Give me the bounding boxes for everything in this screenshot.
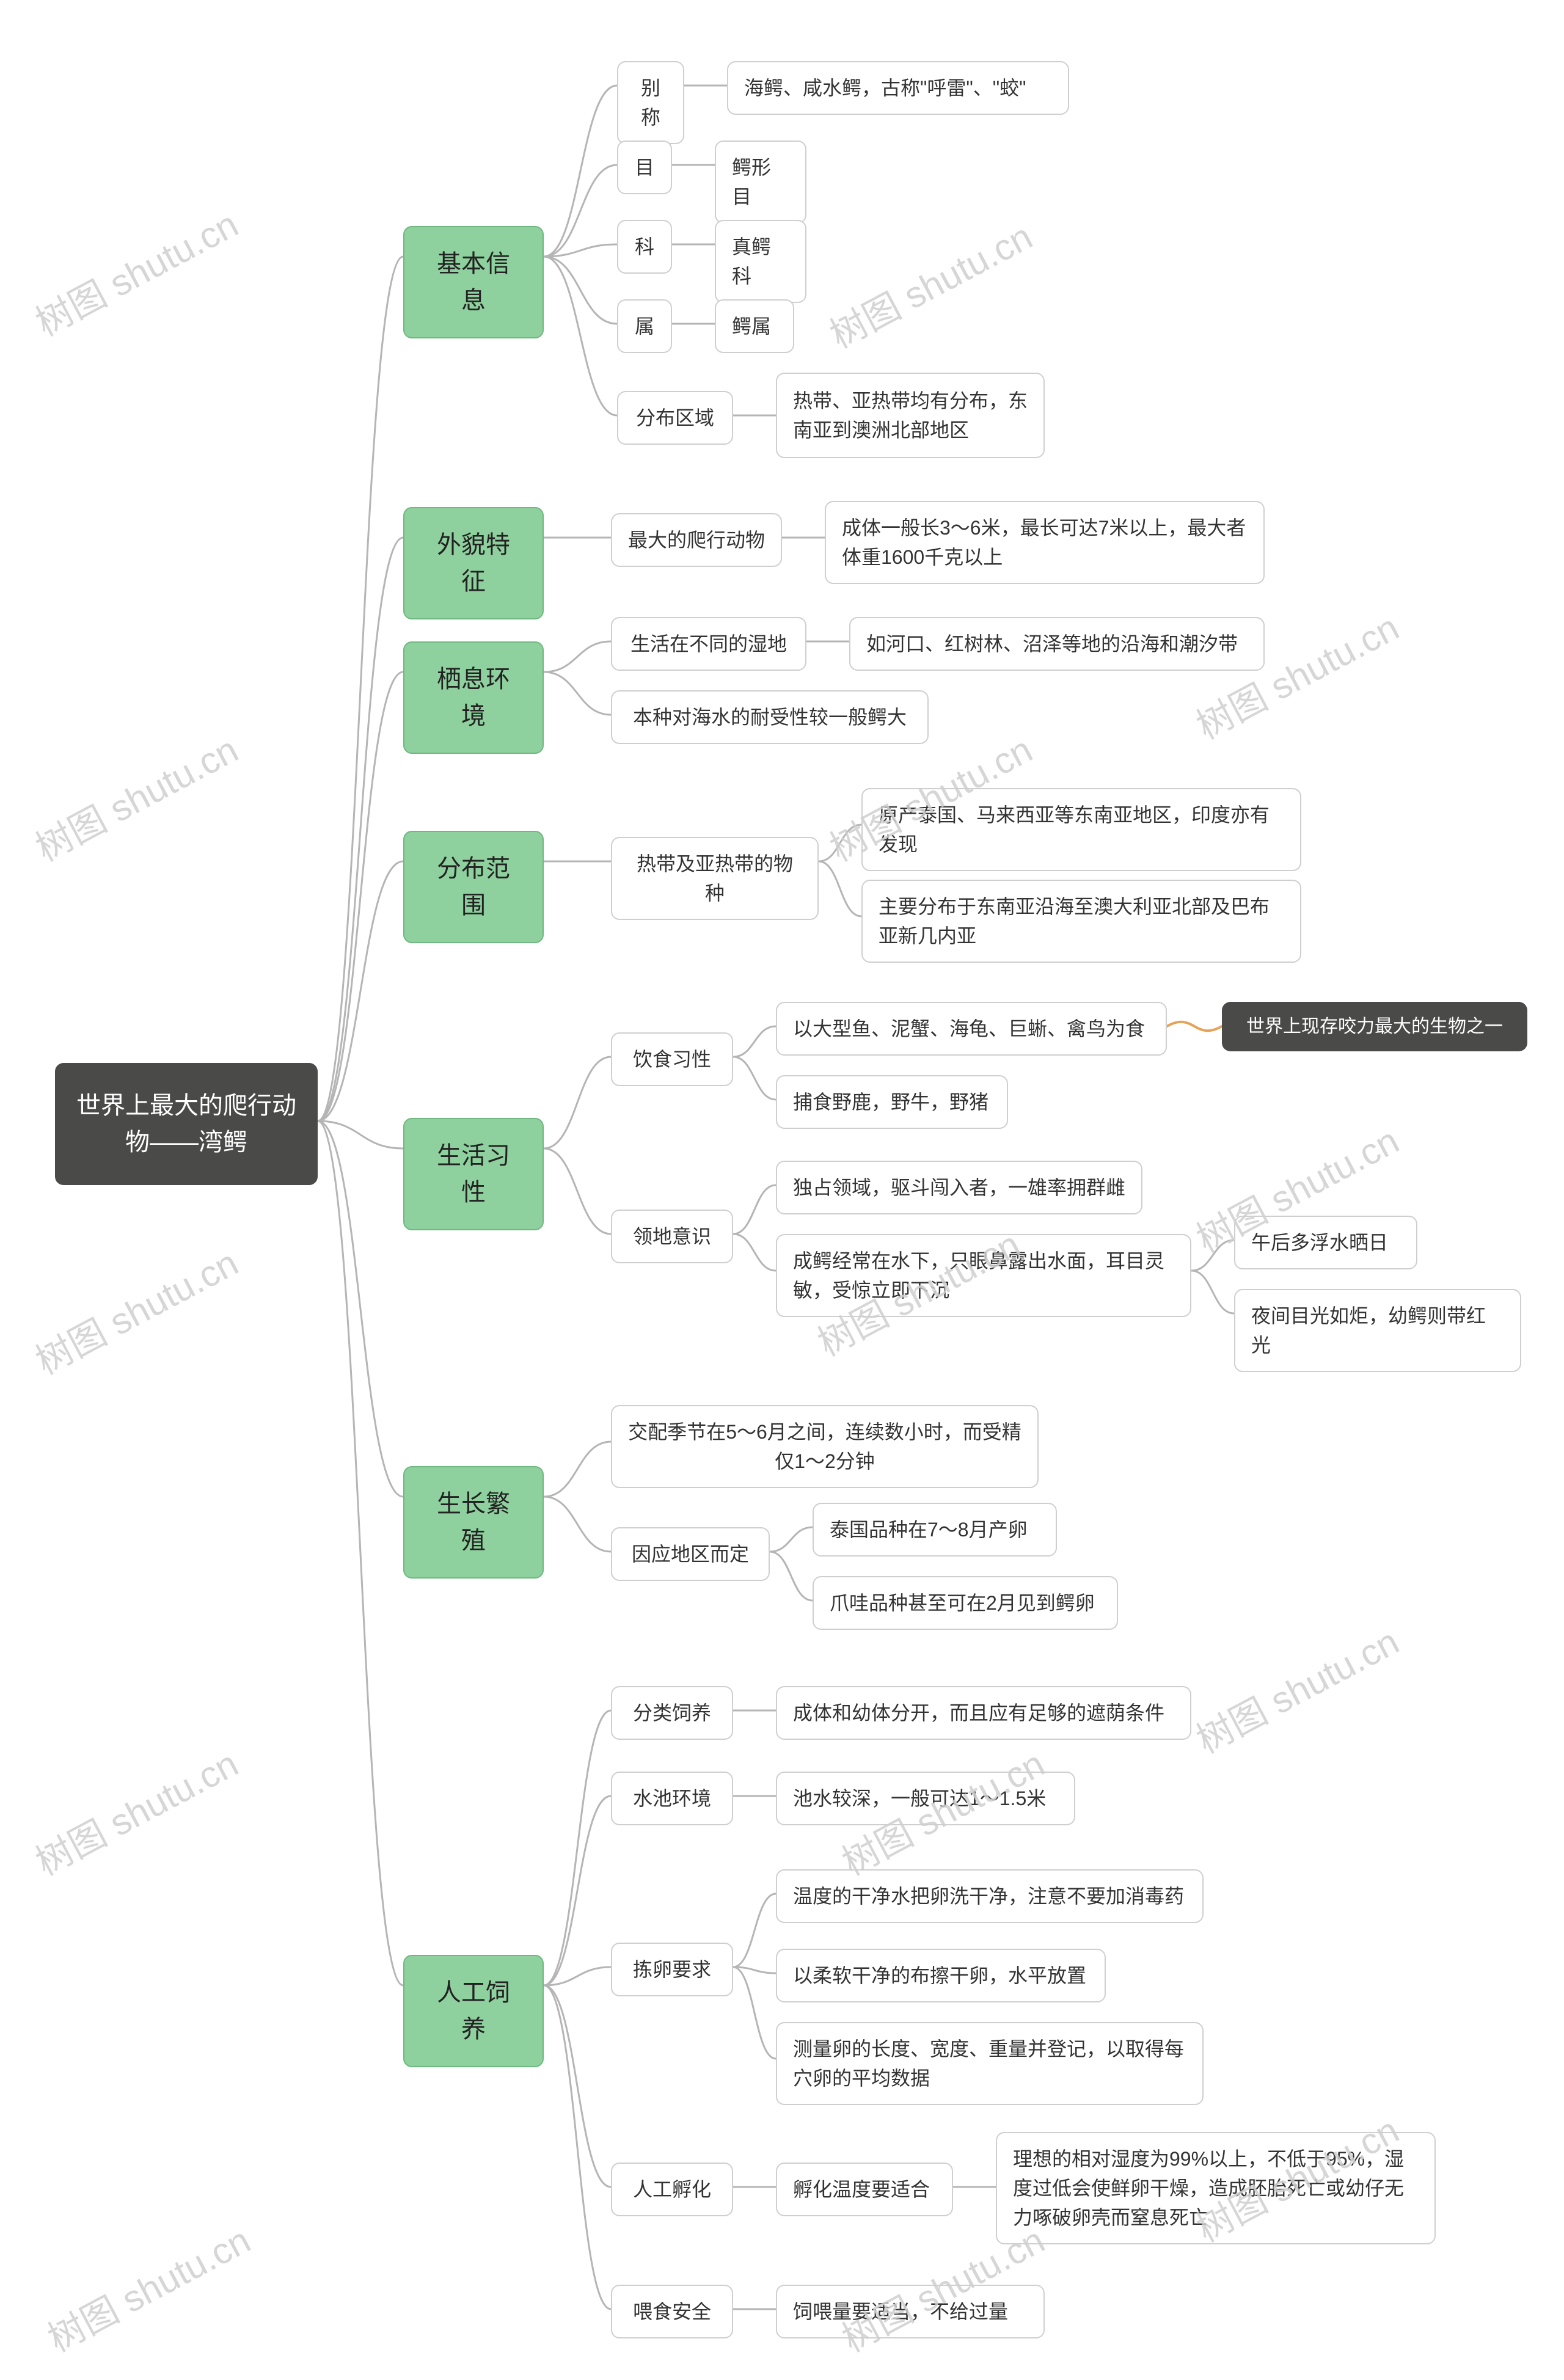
watermark: 树图 shutu.cn [37,2211,258,2362]
category-range: 分布范围 [403,831,544,943]
node-farm-class: 分类饲养 [611,1686,733,1740]
node-habits-terr-2-2: 夜间目光如炬，幼鳄则带红光 [1234,1289,1521,1372]
node-farm-egg-3: 测量卵的长度、宽度、重量并登记，以取得每穴卵的平均数据 [776,2022,1204,2105]
watermark: 树图 shutu.cn [819,208,1040,359]
node-habitat-1-1: 如河口、红树林、沼泽等地的沿海和潮汐带 [849,617,1265,671]
node-farm-pool-1: 池水较深，一般可达1～1.5米 [776,1772,1075,1825]
node-habitat-1: 生活在不同的湿地 [611,617,806,671]
category-growth: 生长繁殖 [403,1466,544,1579]
node-basic-dist: 分布区域 [617,391,733,445]
node-range-1-2: 主要分布于东南亚沿海至澳大利亚北部及巴布亚新几内亚 [861,880,1301,963]
watermark: 树图 shutu.cn [25,195,246,346]
watermark: 树图 shutu.cn [25,1735,246,1886]
mindmap-canvas: 世界上最大的爬行动物——湾鳄 基本信息别称海鳄、咸水鳄，古称"呼雷"、"蛟" 目鳄形… [0,0,1564,2380]
node-appearance-1: 最大的爬行动物 [611,513,782,567]
node-basic-genus-1: 鳄属 [715,299,794,353]
watermark: 树图 shutu.cn [1186,1613,1407,1764]
node-appearance-1-1: 成体一般长3～6米，最长可达7米以上，最大者体重1600千克以上 [825,501,1265,584]
node-growth-1: 交配季节在5～6月之间，连续数小时，而受精仅1～2分钟 [611,1405,1039,1488]
root-node: 世界上最大的爬行动物——湾鳄 [55,1063,318,1185]
node-farm-incub-1-1: 理想的相对湿度为99%以上，不低于95%，湿度过低会使鲜卵干燥，造成胚胎死亡或幼… [996,2132,1436,2244]
category-habitat: 栖息环境 [403,641,544,754]
category-habits: 生活习性 [403,1118,544,1230]
node-habits-terr-1: 独占领域，驱斗闯入者，一雄率拥群雌 [776,1161,1142,1214]
node-growth-2: 因应地区而定 [611,1527,770,1581]
watermark: 树图 shutu.cn [25,1234,246,1385]
node-habits-terr: 领地意识 [611,1210,733,1263]
node-farm-egg-1: 温度的干净水把卵洗干净，注意不要加消毒药 [776,1869,1204,1923]
node-farm-class-1: 成体和幼体分开，而且应有足够的遮荫条件 [776,1686,1191,1740]
node-growth-2-2: 爪哇品种甚至可在2月见到鳄卵 [813,1576,1118,1630]
watermark: 树图 shutu.cn [25,721,246,872]
node-range-1: 热带及亚热带的物种 [611,837,819,920]
category-appearance: 外貌特征 [403,507,544,619]
node-basic-dist-1: 热带、亚热带均有分布，东南亚到澳洲北部地区 [776,373,1045,458]
node-basic-alias: 别称 [617,61,684,144]
node-habits-diet-2: 捕食野鹿，野牛，野猪 [776,1075,1008,1129]
node-farm-incub-1: 孵化温度要适合 [776,2163,953,2216]
note-habits-diet-1-note: 世界上现存咬力最大的生物之一 [1222,1002,1527,1051]
category-basic: 基本信息 [403,226,544,338]
node-farm-egg: 拣卵要求 [611,1943,733,1996]
node-farm-feed-1: 饲喂量要适当，不给过量 [776,2285,1045,2338]
category-farm: 人工饲养 [403,1955,544,2067]
node-basic-order: 目 [617,141,672,194]
node-farm-feed: 喂食安全 [611,2285,733,2338]
node-basic-genus: 属 [617,299,672,353]
node-habits-terr-2: 成鳄经常在水下，只眼鼻露出水面，耳目灵敏，受惊立即下沉 [776,1234,1191,1317]
node-basic-family-1: 真鳄科 [715,220,806,303]
node-habits-terr-2-1: 午后多浮水晒日 [1234,1216,1417,1269]
node-basic-order-1: 鳄形目 [715,141,806,224]
node-farm-pool: 水池环境 [611,1772,733,1825]
node-farm-incub: 人工孵化 [611,2163,733,2216]
node-basic-alias-1: 海鳄、咸水鳄，古称"呼雷"、"蛟" [727,61,1069,115]
node-growth-2-1: 泰国品种在7～8月产卵 [813,1503,1057,1557]
node-habitat-2: 本种对海水的耐受性较一般鳄大 [611,690,929,744]
node-habits-diet: 饮食习性 [611,1032,733,1086]
node-farm-egg-2: 以柔软干净的布擦干卵，水平放置 [776,1949,1106,2002]
node-basic-family: 科 [617,220,672,274]
node-habits-diet-1: 以大型鱼、泥蟹、海龟、巨蜥、禽鸟为食 [776,1002,1167,1056]
node-range-1-1: 原产泰国、马来西亚等东南亚地区，印度亦有发现 [861,788,1301,871]
